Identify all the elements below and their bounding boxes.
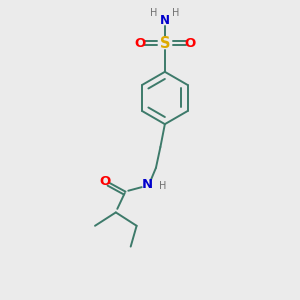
Text: N: N	[160, 14, 170, 27]
Text: N: N	[142, 178, 153, 191]
Text: O: O	[134, 37, 145, 50]
Text: H: H	[150, 8, 157, 18]
Text: O: O	[100, 175, 111, 188]
Text: S: S	[160, 35, 170, 50]
Text: H: H	[172, 8, 180, 18]
Text: O: O	[184, 37, 196, 50]
Text: H: H	[159, 181, 166, 191]
